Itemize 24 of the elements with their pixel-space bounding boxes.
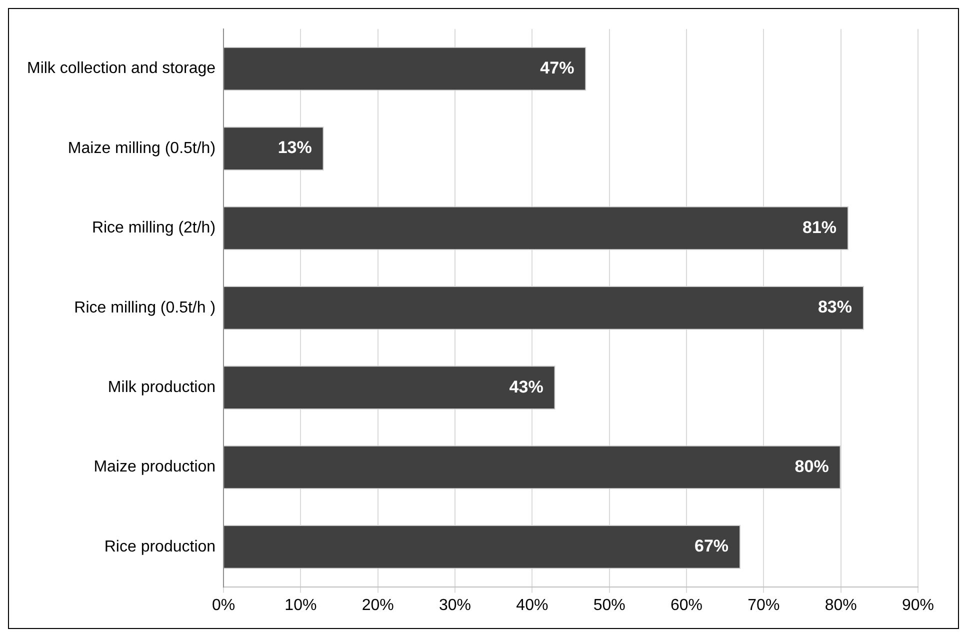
y-tick-label: Milk collection and storage — [26, 60, 216, 78]
y-tick-label: Rice milling (0.5t/h ) — [74, 299, 216, 316]
data-label: 83% — [818, 298, 852, 317]
data-label: 67% — [694, 536, 729, 556]
x-tick-label: 0% — [212, 596, 236, 614]
y-tick-label: Rice production — [104, 538, 216, 556]
y-tick-label: Milk production — [108, 378, 216, 396]
x-tick-label: 10% — [284, 596, 317, 614]
y-tick-label: Rice milling (2t/h) — [92, 220, 216, 237]
x-tick-label: 80% — [824, 596, 857, 614]
data-label: 80% — [794, 456, 829, 476]
x-tick-label: 90% — [902, 596, 934, 614]
data-label: 43% — [509, 377, 544, 396]
x-tick-label: 60% — [670, 596, 703, 614]
data-label: 81% — [802, 218, 837, 237]
y-tick-label: Maize milling (0.5t/h) — [68, 140, 216, 157]
x-tick-label: 70% — [748, 596, 780, 614]
x-tick-label: 50% — [593, 596, 626, 614]
x-tick-label: 40% — [516, 596, 548, 614]
x-tick-label: 30% — [439, 596, 472, 614]
x-tick-label: 20% — [362, 596, 394, 614]
data-label: 47% — [540, 58, 574, 78]
data-label: 13% — [278, 138, 312, 158]
y-tick-label: Maize production — [94, 458, 216, 476]
